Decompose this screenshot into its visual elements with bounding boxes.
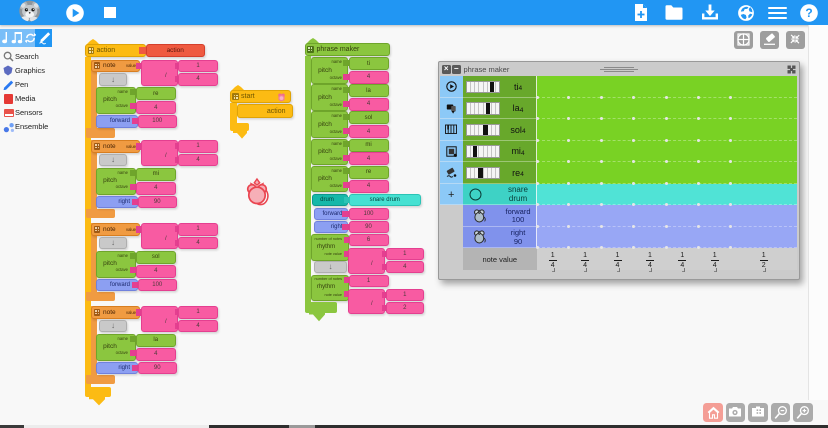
svg-text:?: ? [805, 6, 812, 20]
